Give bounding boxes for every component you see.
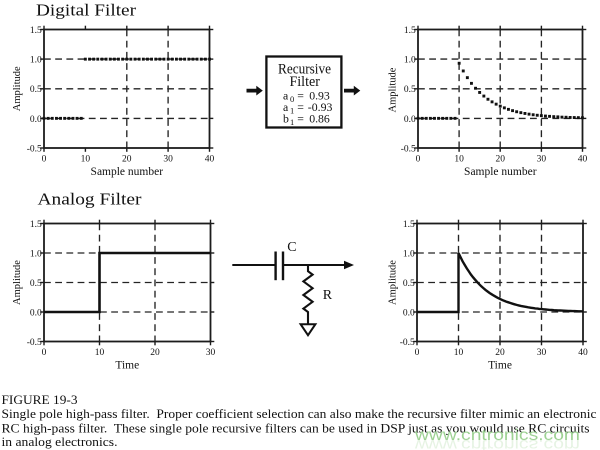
svg-text:20: 20: [150, 348, 160, 358]
svg-text:www.cntronics.com: www.cntronics.com: [414, 436, 580, 450]
svg-text:Single pole high-pass filter.: Single pole high-pass filter. Proper coe…: [2, 406, 597, 421]
svg-text:in analog electronics.: in analog electronics.: [2, 434, 118, 449]
svg-text:40: 40: [578, 348, 588, 358]
svg-text:C: C: [287, 240, 296, 255]
svg-text:10: 10: [454, 348, 464, 358]
svg-text:0.5: 0.5: [30, 279, 42, 289]
svg-text:0: 0: [416, 155, 421, 165]
svg-text:30: 30: [206, 348, 216, 358]
svg-text:20: 20: [495, 348, 505, 358]
svg-text:0.5: 0.5: [404, 85, 416, 95]
svg-text:www.cntronics.com: www.cntronics.com: [414, 427, 580, 444]
svg-text:Filter: Filter: [289, 74, 320, 90]
svg-text:40: 40: [205, 155, 215, 165]
svg-text:1.0: 1.0: [30, 56, 42, 66]
svg-text:10: 10: [95, 348, 105, 358]
svg-text:Amplitude: Amplitude: [12, 66, 23, 111]
svg-text:0.0: 0.0: [404, 115, 416, 125]
svg-text:1.5: 1.5: [403, 220, 415, 230]
svg-text:-0.5: -0.5: [400, 338, 415, 348]
svg-text:-0.5: -0.5: [401, 144, 416, 154]
svg-text:30: 30: [537, 348, 547, 358]
svg-text:Sample number: Sample number: [91, 166, 164, 178]
svg-text:0: 0: [42, 348, 47, 358]
svg-text:a1=-0.93: a 1 = -0.93: [283, 100, 332, 116]
svg-text:Digital Filter: Digital Filter: [36, 0, 136, 19]
svg-text:-0.5: -0.5: [27, 144, 42, 154]
svg-text:Amplitude: Amplitude: [388, 260, 399, 305]
svg-text:-0.5: -0.5: [27, 338, 42, 348]
svg-text:Time: Time: [488, 360, 512, 372]
svg-text:Amplitude: Amplitude: [388, 67, 399, 112]
svg-text:Amplitude: Amplitude: [12, 260, 23, 305]
svg-text:0.0: 0.0: [403, 308, 415, 318]
svg-text:Sample number: Sample number: [464, 166, 537, 178]
svg-text:1.0: 1.0: [404, 56, 416, 66]
svg-text:30: 30: [537, 155, 547, 165]
svg-text:1.5: 1.5: [30, 26, 42, 36]
svg-text:0: 0: [415, 348, 420, 358]
svg-text:0.5: 0.5: [403, 279, 415, 289]
svg-text:a0=0.93: a 0 = 0.93: [283, 88, 330, 104]
svg-text:10: 10: [454, 155, 464, 165]
svg-text:Analog Filter: Analog Filter: [38, 190, 142, 209]
svg-text:FIGURE 19-3: FIGURE 19-3: [2, 392, 78, 407]
svg-text:b1=0.86: b1 = 0.86: [283, 112, 330, 128]
svg-text:Recursive: Recursive: [278, 62, 331, 78]
svg-text:1.5: 1.5: [30, 220, 42, 230]
svg-text:RC high-pass filter. These si: RC high-pass filter. These single pole r…: [2, 420, 590, 435]
svg-text:30: 30: [163, 155, 173, 165]
svg-text:40: 40: [578, 155, 588, 165]
svg-text:10: 10: [81, 155, 91, 165]
svg-text:20: 20: [122, 155, 132, 165]
svg-text:1.0: 1.0: [30, 249, 42, 259]
svg-text:Time: Time: [115, 360, 139, 372]
svg-text:R: R: [323, 288, 333, 303]
svg-text:1.5: 1.5: [404, 26, 416, 36]
svg-text:0: 0: [42, 155, 47, 165]
svg-text:20: 20: [495, 155, 505, 165]
svg-text:0.5: 0.5: [30, 85, 42, 95]
svg-text:0.0: 0.0: [30, 115, 42, 125]
svg-text:0.0: 0.0: [30, 308, 42, 318]
svg-text:1.0: 1.0: [403, 249, 415, 259]
